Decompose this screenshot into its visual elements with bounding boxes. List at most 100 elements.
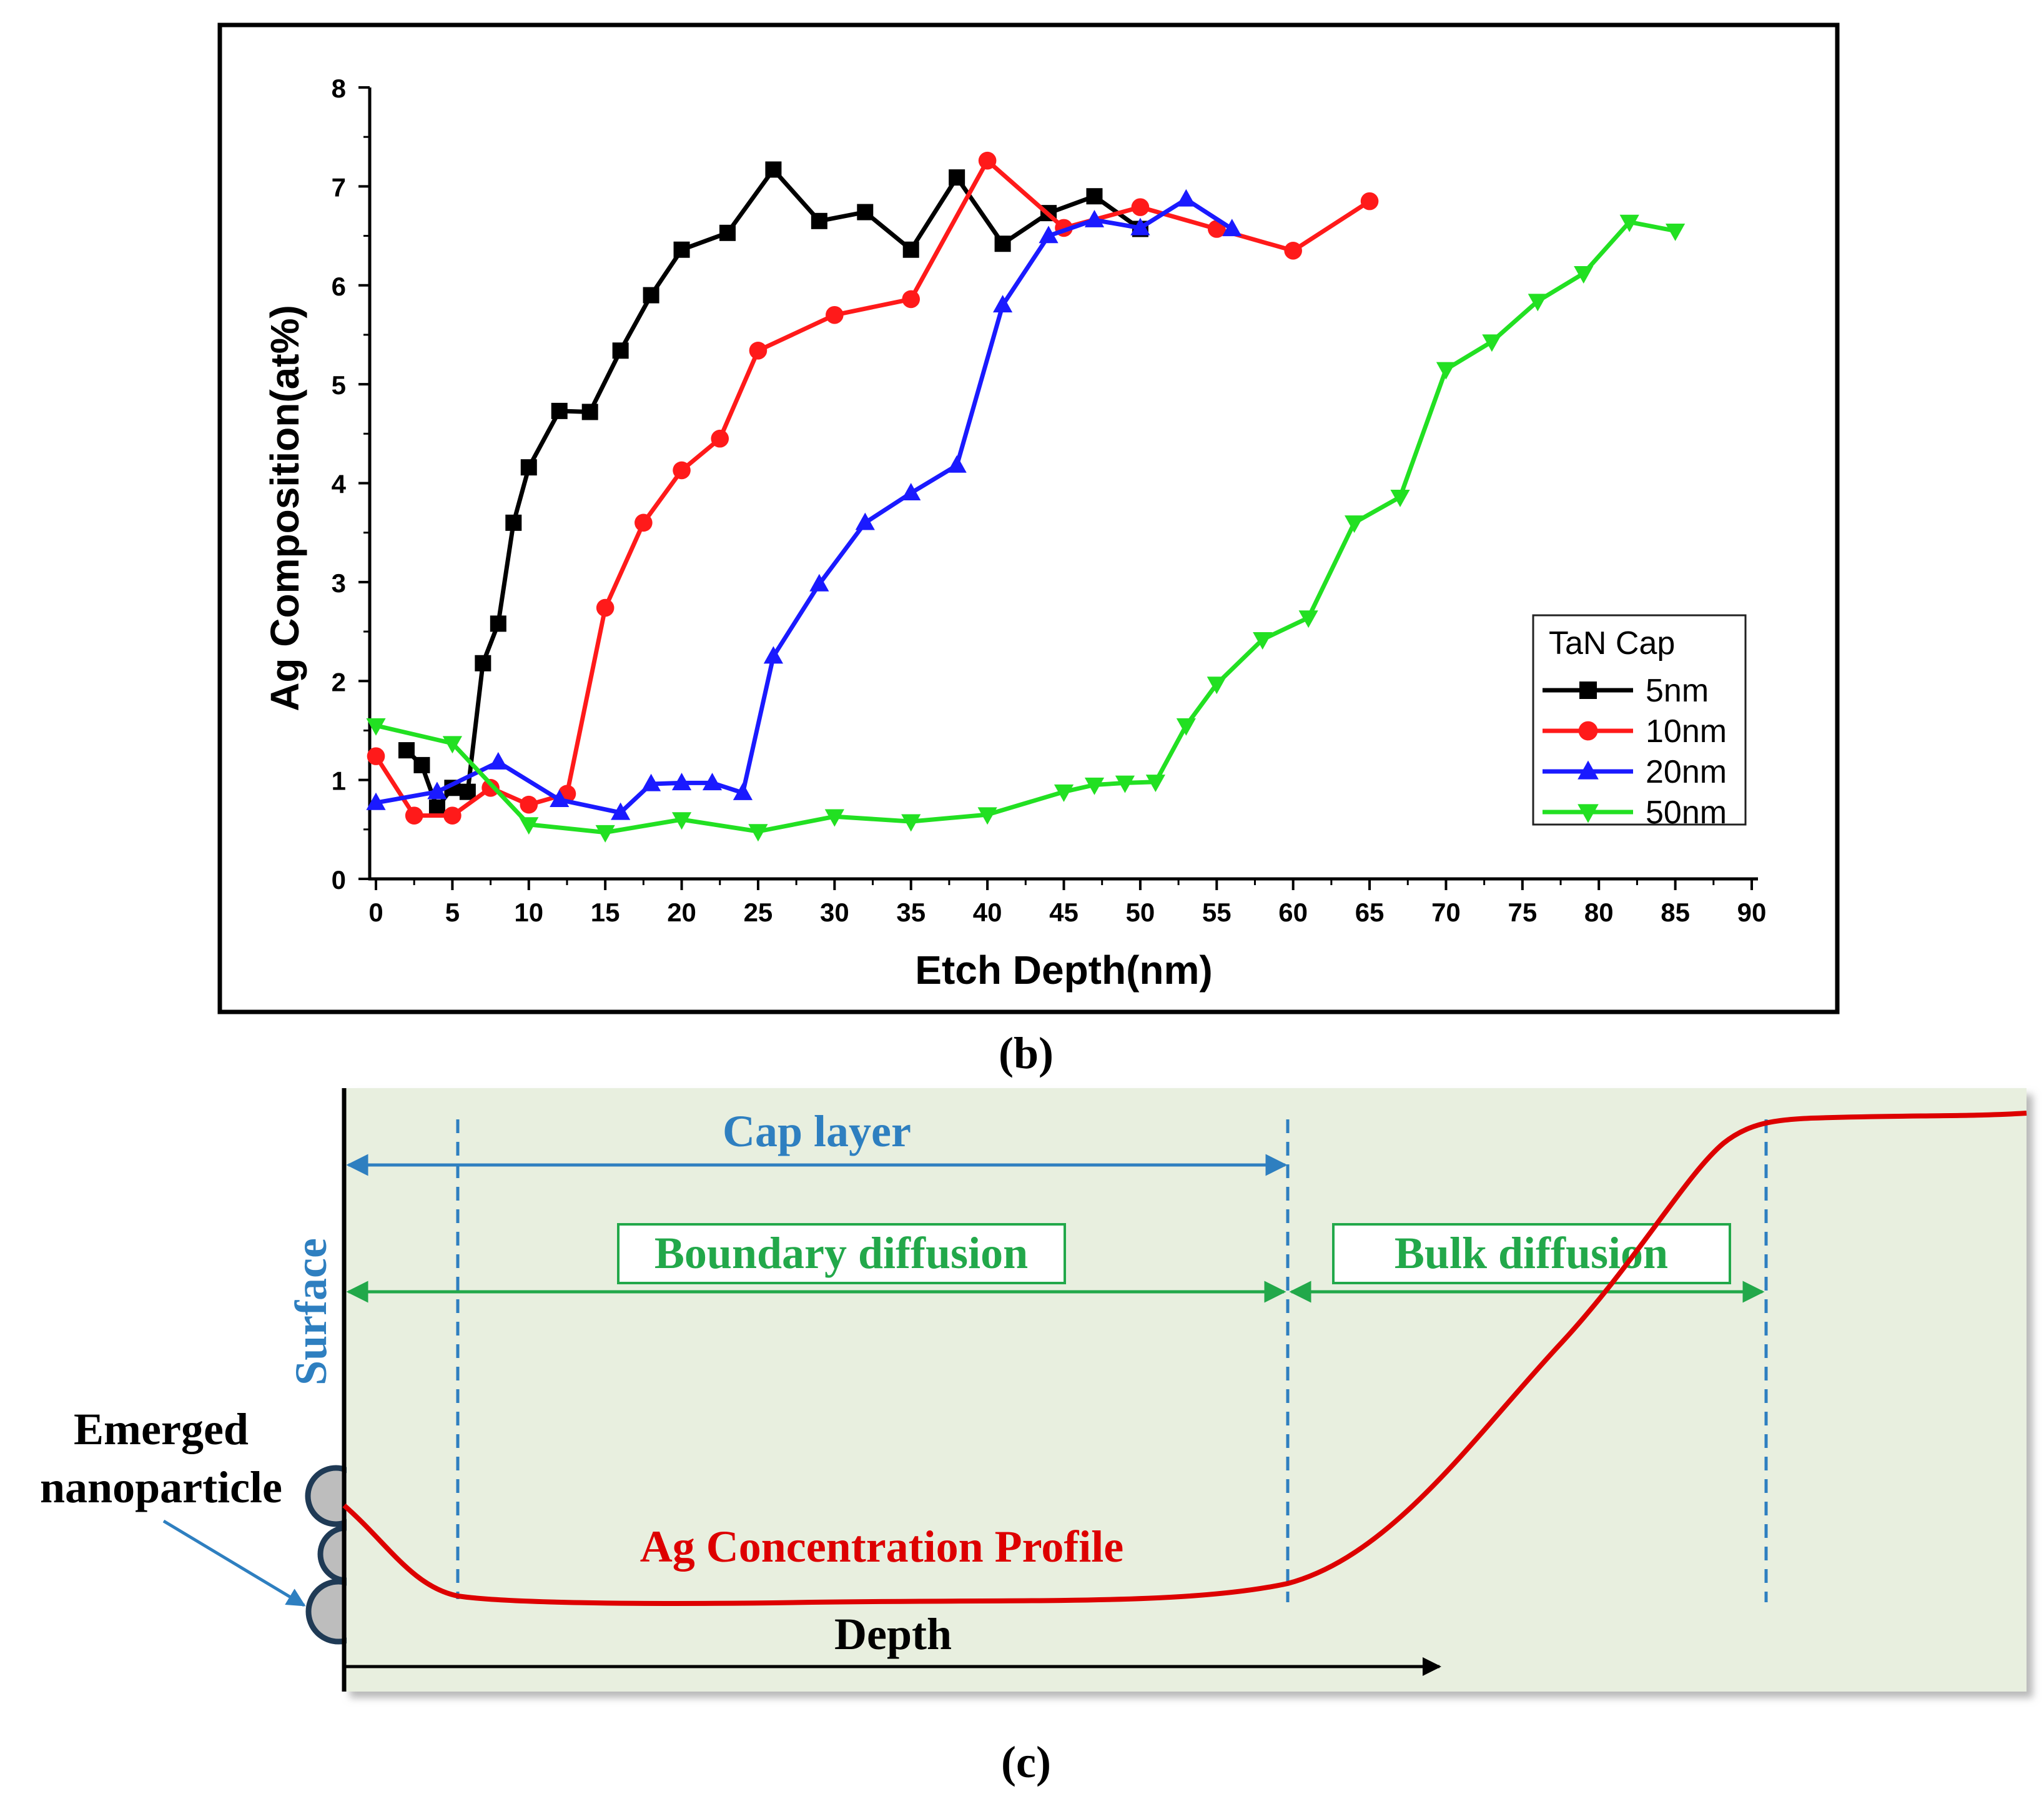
data-point-10nm [1360,192,1379,211]
nanoparticle-label-line1: Emerged [74,1404,249,1454]
data-point-50nm [442,736,462,754]
x-tick-label: 80 [1584,898,1614,927]
y-tick-label: 7 [332,172,346,202]
data-point-20nm [427,781,447,800]
legend-label-10nm: 10nm [1646,713,1727,750]
x-tick-label: 10 [514,898,543,927]
data-point-20nm [1176,189,1196,207]
x-tick-label: 55 [1202,898,1232,927]
data-point-5nm [1086,188,1103,205]
legend-box [1532,614,1747,826]
data-point-20nm [488,751,508,770]
data-point-5nm [811,212,827,229]
data-point-20nm [1084,209,1105,227]
data-point-50nm [366,718,386,736]
data-point-50nm [1115,775,1135,793]
legend-label-5nm: 5nm [1646,673,1709,709]
data-point-10nm [443,806,462,825]
data-point-50nm [901,814,921,832]
data-point-5nm [428,799,445,816]
y-tick-label: 3 [332,568,346,598]
data-point-5nm [857,204,874,221]
x-tick-label: 25 [744,898,773,927]
data-point-10nm [902,290,921,309]
x-tick-label: 45 [1049,898,1079,927]
data-point-50nm [977,807,997,825]
data-point-10nm [367,747,385,765]
cap-layer-label: Cap layer [723,1106,911,1156]
x-tick-label: 20 [667,898,696,927]
x-tick-label: 30 [820,898,849,927]
data-point-20nm [855,512,875,530]
data-point-5nm [673,241,690,258]
data-point-50nm [1436,362,1456,380]
x-tick-label: 60 [1278,898,1308,927]
data-point-10nm [978,151,997,170]
data-point-50nm [519,817,539,835]
y-tick-label: 4 [332,470,347,499]
boundary-diffusion-box [617,1223,1066,1284]
data-point-20nm [901,483,921,501]
data-point-5nm [475,655,491,672]
y-tick-label: 5 [332,370,346,400]
data-point-10nm [826,305,844,324]
legend-marker-50nm [1577,804,1599,823]
data-point-50nm [1253,632,1273,650]
x-tick-label: 90 [1737,898,1767,927]
data-point-50nm [1084,777,1105,795]
data-point-5nm [413,756,430,773]
data-point-20nm [1130,217,1150,235]
data-point-50nm [1145,775,1165,793]
x-tick-label: 50 [1126,898,1155,927]
data-point-50nm [1344,515,1365,533]
data-point-20nm [1039,225,1059,244]
data-point-50nm [1528,294,1548,312]
data-point-20nm [702,773,723,791]
data-point-10nm [1131,198,1150,216]
profile-label: Ag Concentration Profile [640,1522,1124,1572]
data-point-20nm [733,782,753,800]
y-tick-label: 0 [332,865,346,895]
legend-label-50nm: 50nm [1646,795,1727,831]
x-tick-label: 70 [1431,898,1461,927]
data-point-5nm [520,459,537,476]
data-point-50nm [1482,334,1502,352]
bulk-diffusion-label: Bulk diffusion [1395,1228,1668,1278]
nanoparticle-pointer-arrow [162,1519,306,1607]
ag-concentration-profile-curve [342,1111,2027,1606]
data-point-10nm [481,778,500,797]
x-tick-label: 85 [1661,898,1690,927]
data-point-10nm [1284,242,1302,260]
data-point-5nm [581,404,598,420]
depth-label: Depth [834,1609,952,1659]
chart-frame [217,22,1840,1014]
data-point-10nm [405,806,423,825]
data-point-50nm [1619,214,1639,232]
data-point-50nm [1054,784,1074,802]
y-tick-label: 1 [332,766,346,796]
data-point-5nm [459,783,476,800]
nanoparticle-mask [347,1462,384,1649]
x-tick-label: 0 [368,898,383,927]
data-point-5nm [643,287,659,304]
legend-label-20nm: 20nm [1646,754,1727,790]
boundary-diffusion-label: Boundary diffusion [654,1228,1028,1278]
data-point-50nm [748,824,768,842]
y-tick-label: 8 [332,74,346,103]
data-point-5nm [994,235,1011,252]
data-point-20nm [992,295,1013,313]
data-point-5nm [490,615,506,632]
data-point-5nm [902,241,919,258]
data-point-5nm [612,342,629,359]
data-point-20nm [809,573,829,592]
data-point-20nm [611,802,631,820]
data-point-50nm [824,809,844,827]
data-point-10nm [711,429,729,448]
y-tick-label: 6 [332,272,346,301]
data-point-20nm [763,646,784,664]
panel-label-c: (c) [1001,1737,1051,1787]
x-tick-label: 15 [591,898,620,927]
nanoparticle-label-line2: nanoparticle [40,1462,282,1512]
